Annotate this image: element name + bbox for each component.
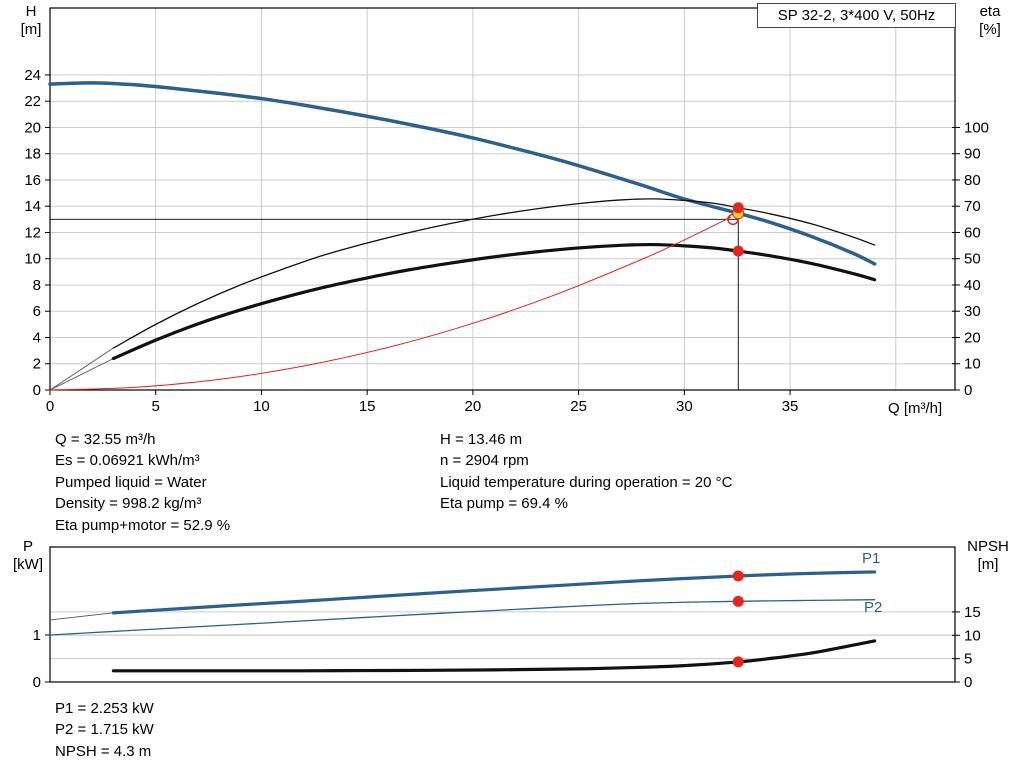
y-right-tick-label: 70 bbox=[964, 198, 981, 215]
y-left-tick-label: 6 bbox=[33, 303, 41, 320]
y-right-tick-label: 50 bbox=[964, 251, 981, 268]
density-value: Density = 998.2 kg/m³ bbox=[55, 495, 202, 513]
p2-curve-label: P2 bbox=[864, 599, 883, 616]
y-right-tick-label: 30 bbox=[964, 303, 981, 320]
y-right-tick-label: 20 bbox=[964, 329, 981, 346]
y-right-tick-label: 15 bbox=[964, 604, 981, 621]
eta-pump-curve bbox=[112, 198, 876, 349]
results-right: H = 13.46 m n = 2904 rpm Liquid temperat… bbox=[440, 429, 732, 515]
p1-leader bbox=[49, 612, 114, 621]
results-bottom: P1 = 2.253 kW P2 = 1.715 kW NPSH = 4.3 m bbox=[55, 698, 154, 762]
y-right-tick-label: 90 bbox=[964, 146, 981, 163]
npsh-curve bbox=[111, 639, 877, 673]
p2-point[interactable] bbox=[732, 595, 744, 607]
eta-pump-leader bbox=[49, 347, 114, 391]
y-left-tick-label: 18 bbox=[24, 146, 41, 163]
p-axis-title: P [kW] bbox=[4, 538, 52, 574]
y-left-tick-label: 0 bbox=[33, 674, 41, 691]
eta-pump-value: Eta pump = 69.4 % bbox=[440, 495, 568, 513]
liquid-temperature-value: Liquid temperature during operation = 20… bbox=[440, 473, 733, 491]
speed-value: n = 2904 rpm bbox=[440, 452, 529, 470]
y-left-tick-label: 2 bbox=[33, 356, 41, 373]
x-tick-label: 10 bbox=[253, 398, 270, 415]
y-right-tick-label: 60 bbox=[964, 224, 981, 241]
y-left-tick-label: 14 bbox=[24, 198, 41, 215]
y-right-tick-label: 5 bbox=[964, 651, 972, 668]
y-right-tick-label: 100 bbox=[964, 119, 989, 136]
y-left-tick-label: 24 bbox=[24, 67, 41, 84]
npsh-value: NPSH = 4.3 m bbox=[55, 742, 152, 760]
x-tick-label: 35 bbox=[782, 398, 799, 415]
y-right-tick-label: 0 bbox=[964, 674, 972, 691]
pump-model-box: SP 32-2, 3*400 V, 50Hz bbox=[757, 3, 956, 28]
npsh-axis-unit: [m] bbox=[977, 556, 999, 573]
h-value: H = 13.46 m bbox=[440, 431, 523, 448]
p1-curve bbox=[111, 570, 877, 615]
p-axis-unit: [kW] bbox=[13, 556, 43, 573]
y-left-tick-label: 16 bbox=[24, 172, 41, 189]
x-tick-label: 25 bbox=[570, 398, 587, 415]
npsh-axis-name: NPSH bbox=[967, 538, 1009, 555]
h-axis-name: H bbox=[25, 3, 37, 20]
chart-area-0: 0246810121416182022240102030405060708090… bbox=[24, 7, 989, 415]
x-tick-label: 20 bbox=[465, 398, 482, 415]
y-left-tick-label: 12 bbox=[24, 224, 41, 241]
p2-curve bbox=[49, 599, 876, 636]
pumped-liquid-value: Pumped liquid = Water bbox=[55, 473, 207, 491]
eta-pump-motor-point[interactable] bbox=[732, 245, 744, 257]
h-axis-unit: [m] bbox=[20, 21, 42, 38]
eta-pump-motor-curve bbox=[111, 242, 877, 361]
eta-pump-motor-leader bbox=[49, 358, 114, 391]
y-right-tick-label: 10 bbox=[964, 356, 981, 373]
system-curve bbox=[49, 216, 732, 391]
q-axis-title: Q [m³/h] bbox=[888, 400, 943, 417]
h-axis-title: H [m] bbox=[10, 3, 52, 39]
y-left-tick-label: 20 bbox=[24, 119, 41, 136]
y-left-tick-label: 8 bbox=[33, 277, 41, 294]
p1-value: P1 = 2.253 kW bbox=[55, 700, 154, 717]
npsh-axis-title: NPSH [m] bbox=[957, 538, 1019, 574]
y-right-tick-label: 10 bbox=[964, 627, 981, 644]
eta-pump-motor-value: Eta pump+motor = 52.9 % bbox=[55, 516, 231, 534]
y-right-tick-label: 40 bbox=[964, 277, 981, 294]
eta-pump-point[interactable] bbox=[732, 202, 744, 214]
y-left-tick-label: 10 bbox=[24, 251, 41, 268]
x-tick-label: 5 bbox=[152, 398, 160, 415]
eta-axis-unit: [%] bbox=[979, 21, 1001, 38]
es-value: Es = 0.06921 kWh/m³ bbox=[55, 452, 200, 470]
x-tick-label: 15 bbox=[359, 398, 376, 415]
q-value: Q = 32.55 m³/h bbox=[55, 431, 156, 448]
p-axis-name: P bbox=[22, 538, 33, 555]
npsh-point[interactable] bbox=[732, 656, 744, 668]
y-right-tick-label: 80 bbox=[964, 172, 981, 189]
y-left-tick-label: 4 bbox=[33, 329, 41, 346]
p2-value: P2 = 1.715 kW bbox=[55, 721, 154, 739]
x-tick-label: 0 bbox=[46, 398, 54, 415]
eta-axis-title: eta [%] bbox=[964, 3, 1016, 39]
plot-frame bbox=[49, 546, 956, 683]
p1-curve-label: P1 bbox=[862, 550, 881, 567]
pump-head-curve bbox=[48, 81, 877, 266]
p1-point[interactable] bbox=[732, 570, 744, 582]
y-right-tick-label: 0 bbox=[964, 382, 972, 399]
results-left: Q = 32.55 m³/h Es = 0.06921 kWh/m³ Pumpe… bbox=[55, 429, 230, 536]
eta-axis-name: eta bbox=[979, 3, 1001, 20]
x-tick-label: 30 bbox=[676, 398, 693, 415]
y-left-tick-label: 0 bbox=[33, 382, 41, 399]
y-left-tick-label: 1 bbox=[33, 627, 41, 644]
plot-frame bbox=[49, 7, 956, 391]
y-left-tick-label: 22 bbox=[24, 93, 41, 110]
